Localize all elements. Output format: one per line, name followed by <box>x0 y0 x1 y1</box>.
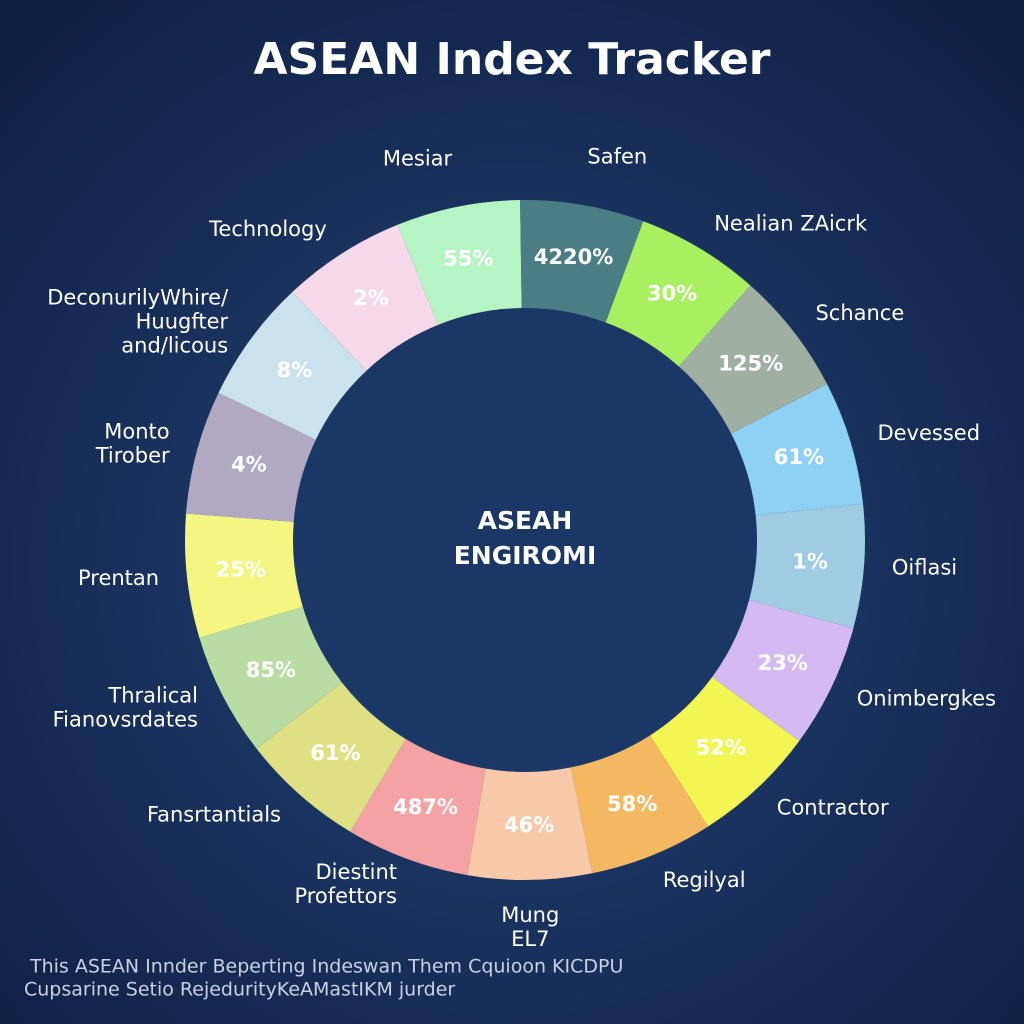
category-label: Fianovsrdates <box>53 708 198 732</box>
donut-segment <box>649 677 800 827</box>
center-text: ASEAH <box>478 506 573 535</box>
category-label: DeconurilyWhire/ <box>47 285 229 309</box>
donut-segment <box>256 682 406 832</box>
donut-segment <box>570 735 709 874</box>
category-label: Contractor <box>777 795 889 819</box>
category-label: EL7 <box>511 927 549 951</box>
footnote: This ASEAN Innder Beperting Indeswan The… <box>29 956 623 978</box>
donut-segment <box>184 513 303 638</box>
donut-segment <box>350 738 486 876</box>
donut-segment <box>186 392 316 522</box>
donut-segment <box>749 503 865 629</box>
donut-segment <box>712 600 854 741</box>
category-label: Oiflasi <box>892 556 957 580</box>
value-label: 125% <box>718 351 783 375</box>
value-label: 55% <box>443 247 493 271</box>
category-label: Huugfter <box>136 309 229 333</box>
donut-hole <box>295 310 755 770</box>
value-label: 23% <box>758 651 808 675</box>
value-label: 30% <box>647 282 697 306</box>
category-label: Devessed <box>877 421 980 445</box>
value-label: 61% <box>310 741 360 765</box>
category-label: and/licous <box>121 333 228 357</box>
footnote: Cupsarine Setio RejedurityKeAMastIKM jur… <box>24 979 455 1001</box>
donut-segment <box>397 200 522 325</box>
value-label: 1% <box>792 549 828 573</box>
category-label: Safen <box>587 144 647 168</box>
value-label: 25% <box>215 557 265 581</box>
category-label: Technology <box>208 217 327 241</box>
category-label: Regilyal <box>663 868 746 892</box>
value-label: 4% <box>231 453 267 477</box>
category-label: Prentan <box>78 566 159 590</box>
donut-segment <box>605 221 751 367</box>
value-label: 487% <box>393 795 458 819</box>
value-label: 52% <box>696 736 746 760</box>
category-label: Nealian ZAicrk <box>714 211 868 235</box>
category-label: Profettors <box>294 884 397 908</box>
donut-segment <box>199 606 342 749</box>
value-label: 4220% <box>534 245 614 269</box>
category-label: Diestint <box>316 860 397 884</box>
category-label: Mesiar <box>383 146 453 170</box>
value-label: 2% <box>353 286 389 310</box>
donut-segment <box>292 224 439 371</box>
donut-segment <box>520 200 644 323</box>
center-text: ENGIROMI <box>454 541 597 570</box>
value-label: 46% <box>504 813 554 837</box>
value-label: 61% <box>774 445 824 469</box>
category-label: Mung <box>501 903 559 927</box>
category-label: Schance <box>815 301 904 325</box>
value-label: 8% <box>276 358 312 382</box>
chart-title: ASEAN Index Tracker <box>254 34 771 85</box>
donut-segment <box>467 767 593 880</box>
donut-segment <box>678 285 828 434</box>
category-label: Monto <box>104 419 169 443</box>
category-label: Tirober <box>95 443 170 467</box>
category-label: Thralical <box>107 684 198 708</box>
category-label: Onimbergkes <box>857 686 996 710</box>
category-label: Fansrtantials <box>147 802 281 826</box>
value-label: 85% <box>246 658 296 682</box>
donut-segment <box>218 292 367 440</box>
value-label: 58% <box>607 792 657 816</box>
donut-segment <box>731 384 864 516</box>
